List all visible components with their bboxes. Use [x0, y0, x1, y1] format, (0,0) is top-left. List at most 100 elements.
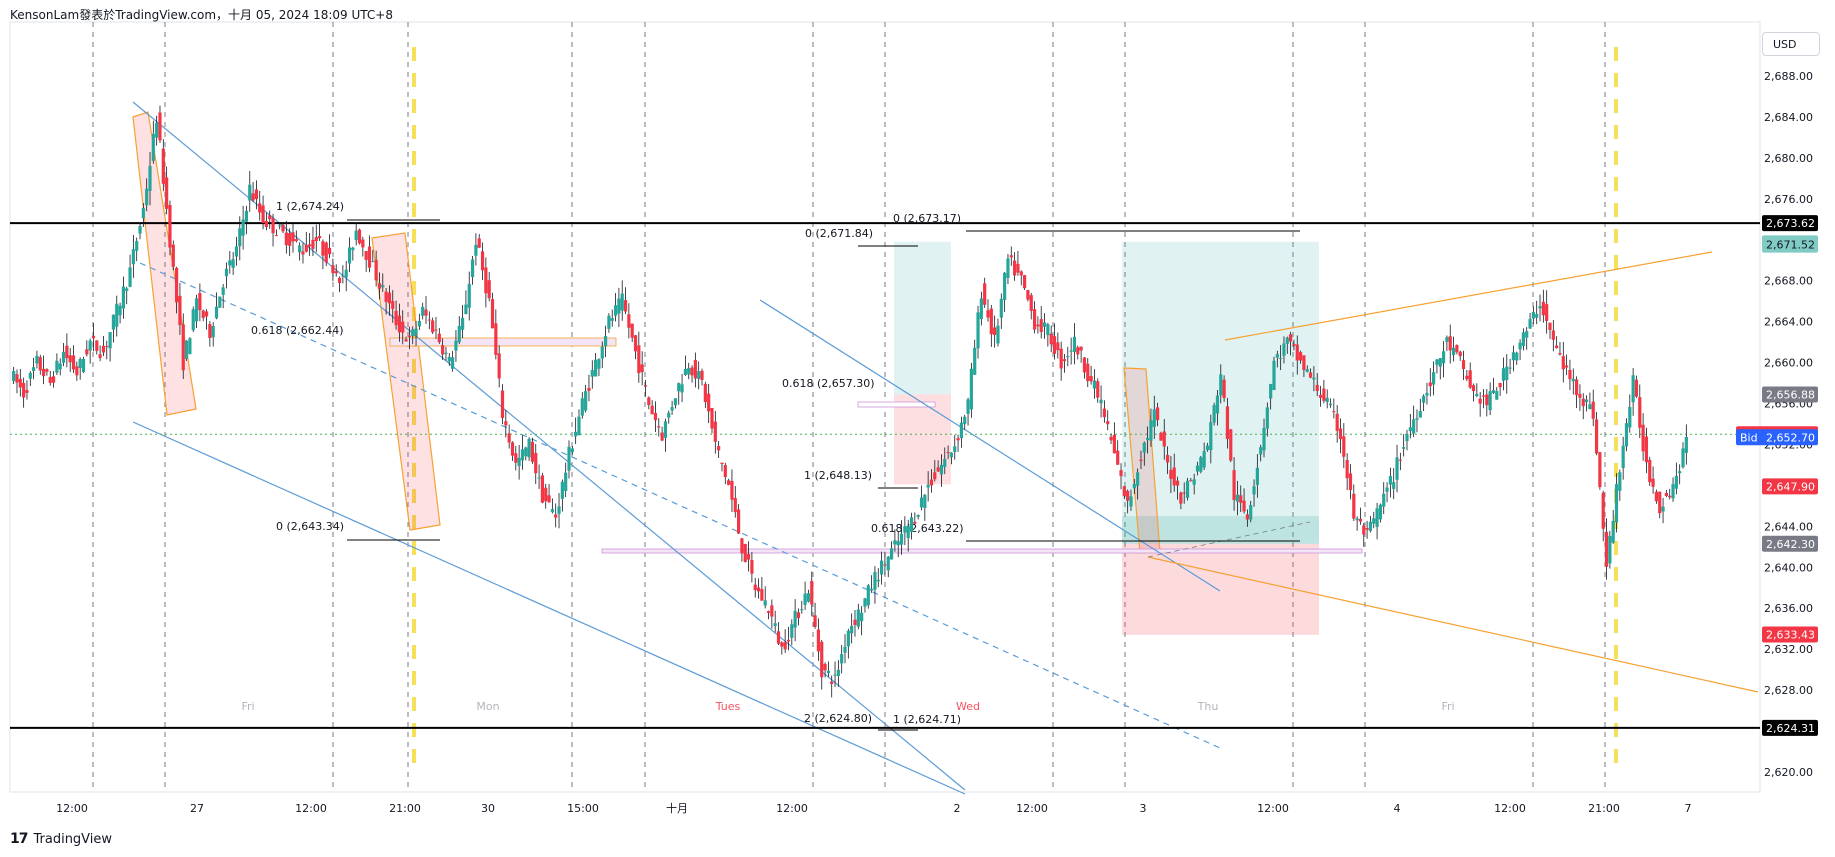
candle [1029, 292, 1033, 320]
candle-body [507, 433, 511, 443]
candle [680, 373, 684, 403]
time-tick-label: 十月 [666, 801, 688, 815]
candle [454, 330, 458, 362]
candle [294, 230, 298, 243]
candle [248, 171, 252, 212]
candle-body [1382, 493, 1386, 507]
candle-body [1139, 459, 1143, 462]
currency-selector-button[interactable]: USD [1762, 32, 1820, 56]
candle-body [317, 236, 322, 239]
candle [903, 516, 907, 546]
candle-body [700, 370, 704, 380]
candle [288, 228, 292, 257]
candle-body [1412, 419, 1416, 434]
candle [155, 115, 159, 146]
candle [956, 434, 960, 452]
candle [793, 599, 797, 642]
fib-level-label: 1 (2,624.71) [893, 713, 961, 726]
candle-body [1355, 518, 1359, 521]
time-tick-label: 2 [954, 802, 961, 815]
candle-body [1365, 528, 1369, 530]
candle-body [776, 631, 781, 644]
candle [284, 220, 288, 254]
candle [1062, 354, 1067, 373]
candle [756, 578, 761, 599]
candle-body [1026, 289, 1030, 300]
candle [381, 273, 385, 292]
candle [1026, 289, 1030, 302]
candle [191, 306, 195, 333]
candle-body [1199, 457, 1203, 472]
candle-body [530, 441, 535, 462]
tradingview-brand[interactable]: 17 TradingView [10, 831, 112, 847]
candle [1282, 336, 1286, 364]
candle-body [32, 367, 36, 372]
day-label: Mon [476, 700, 499, 713]
candle [171, 240, 175, 271]
candle-body [1638, 397, 1642, 428]
candle [949, 452, 954, 465]
candle [78, 357, 82, 380]
candle-body [1408, 427, 1412, 432]
candle [1129, 489, 1133, 511]
candle [993, 315, 997, 348]
candle [464, 290, 468, 315]
candle-body [1345, 459, 1349, 479]
candle-body [314, 237, 318, 241]
candle-body [986, 310, 990, 318]
candle-body [1555, 345, 1559, 349]
price-tick-label: 2,668.00 [1764, 275, 1813, 288]
candle-body [268, 215, 272, 220]
candle-body [158, 112, 162, 141]
candle [713, 411, 717, 454]
candle-body [833, 674, 837, 676]
candle [25, 380, 29, 400]
candle-body [677, 383, 681, 392]
candle-body [184, 340, 189, 359]
candle-body [996, 325, 1000, 344]
candle-body [697, 371, 701, 379]
candle [1488, 382, 1492, 416]
candle-body [1132, 483, 1136, 489]
candle [334, 264, 338, 277]
candle-body [1468, 370, 1472, 388]
candle-body [1076, 347, 1080, 355]
candle-body [1259, 447, 1263, 455]
candle-body [756, 587, 761, 592]
candle [1272, 356, 1276, 391]
candle [1255, 454, 1259, 498]
candle [1096, 378, 1100, 403]
candle [833, 661, 837, 687]
candle-body [1538, 306, 1542, 309]
candle-body [344, 269, 348, 278]
candle [1335, 405, 1339, 443]
candle-body [643, 385, 648, 387]
candle [1382, 482, 1386, 515]
candle-body [1192, 479, 1196, 485]
candle [693, 352, 697, 388]
candle-body [1086, 363, 1090, 381]
candle [727, 478, 731, 486]
candle-body [1282, 343, 1286, 356]
candle-body [866, 585, 870, 606]
candle [480, 242, 485, 281]
candle-body [444, 352, 448, 354]
candle [128, 254, 132, 288]
candle [1408, 414, 1412, 439]
candle-body [746, 553, 751, 560]
candle-body [411, 329, 415, 337]
candle-body [953, 446, 957, 452]
candle-body [1388, 476, 1392, 485]
candle-body [623, 300, 628, 312]
candle [1528, 312, 1532, 330]
candle [204, 309, 209, 330]
candle [527, 437, 531, 461]
candle [417, 313, 421, 330]
candle [1372, 511, 1376, 529]
candle [856, 603, 860, 630]
candle [1192, 473, 1196, 495]
candle [1269, 383, 1273, 410]
candle [1448, 324, 1452, 364]
candle [1618, 469, 1622, 501]
